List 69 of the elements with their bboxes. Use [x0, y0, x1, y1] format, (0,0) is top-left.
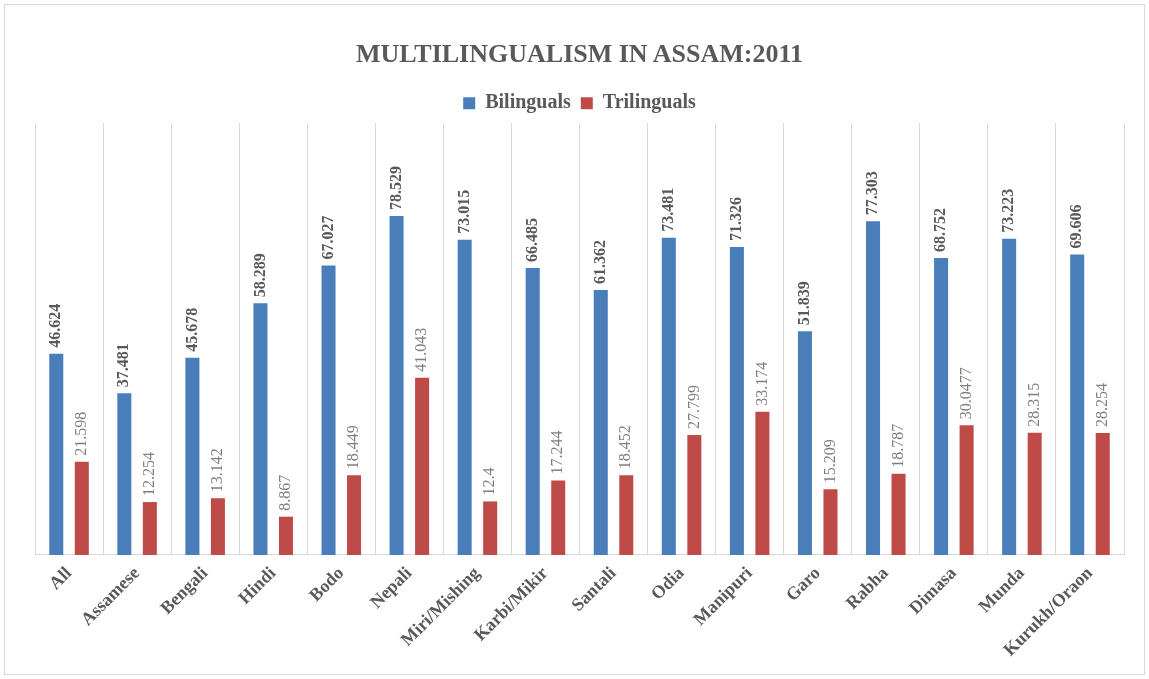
data-label: 73.015 [454, 189, 472, 234]
data-label: 8.867 [276, 474, 294, 511]
data-label: 28.315 [1024, 382, 1042, 427]
bar [661, 237, 676, 555]
data-label: 71.326 [727, 197, 745, 242]
data-label: 77.303 [863, 171, 881, 216]
data-label: 51.839 [795, 281, 813, 326]
data-label: 66.485 [522, 217, 540, 262]
bar [593, 290, 608, 555]
bar [687, 434, 702, 555]
data-label: 78.529 [386, 165, 404, 210]
bar [278, 516, 293, 555]
data-label: 58.289 [250, 253, 268, 298]
data-label: 67.027 [318, 215, 336, 260]
data-label: 27.799 [684, 384, 702, 429]
bar [525, 267, 540, 555]
bar [347, 475, 362, 555]
bar [551, 480, 566, 555]
data-label: 46.624 [46, 303, 64, 348]
bar [755, 411, 770, 555]
x-tick-label: All [44, 562, 76, 593]
data-label: 12.4 [480, 467, 498, 496]
data-label: 28.254 [1092, 382, 1110, 427]
bar [619, 475, 634, 555]
bar [457, 239, 472, 555]
bar [866, 221, 881, 555]
bar [142, 502, 157, 555]
data-label: 18.787 [888, 423, 906, 468]
bar [321, 265, 336, 555]
data-label: 73.223 [999, 188, 1017, 233]
bar [1095, 432, 1110, 555]
data-label: 30.0477 [956, 367, 974, 420]
data-label: 18.452 [616, 425, 634, 470]
data-label: 69.606 [1067, 204, 1085, 249]
data-label: 18.449 [344, 425, 362, 470]
bar [117, 393, 132, 555]
chart-title: MULTILINGUALISM IN ASSAM:2011 [356, 39, 803, 69]
bar [389, 215, 404, 555]
bar [185, 357, 200, 555]
bar [797, 331, 812, 555]
data-label: 33.174 [752, 361, 770, 406]
bar [959, 425, 974, 555]
bar [253, 303, 268, 555]
x-tick-label: Odia [646, 562, 688, 604]
bar [210, 498, 225, 555]
bar [934, 258, 949, 555]
data-label: 17.244 [548, 430, 566, 475]
legend-label: Trilinguals [602, 90, 697, 114]
data-label: 45.678 [182, 307, 200, 352]
bar [483, 501, 498, 555]
data-label: 41.043 [412, 327, 430, 372]
bar [891, 473, 906, 555]
data-label: 61.362 [590, 240, 608, 285]
data-label: 15.209 [820, 439, 838, 484]
bar [74, 461, 89, 555]
data-label: 12.254 [140, 452, 158, 497]
bar [823, 489, 838, 555]
data-label: 68.752 [931, 208, 949, 253]
bar [49, 353, 64, 555]
data-label: 21.598 [72, 411, 89, 456]
bar [729, 247, 744, 555]
bar [1002, 238, 1017, 555]
bar [415, 377, 430, 555]
legend-label: Bilinguals [485, 90, 572, 114]
data-label: 73.481 [658, 187, 676, 232]
data-label: 13.142 [208, 448, 226, 493]
bar [1027, 432, 1042, 555]
bar [1070, 254, 1085, 555]
data-label: 37.481 [114, 343, 132, 388]
